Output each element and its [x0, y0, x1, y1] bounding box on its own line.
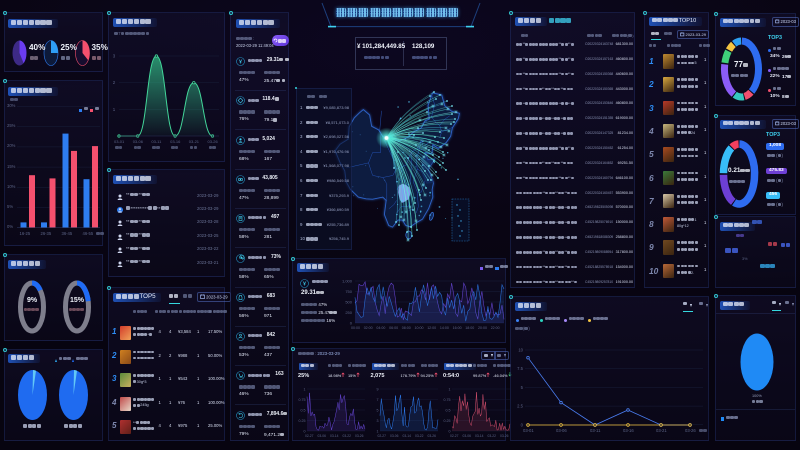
svg-text:0: 0 — [350, 321, 353, 326]
svg-text:9: 9 — [376, 387, 378, 391]
svg-text:0.75: 0.75 — [299, 398, 306, 402]
svg-text:2: 2 — [113, 80, 116, 85]
svg-text:3: 3 — [113, 54, 116, 59]
svg-text:2.5: 2.5 — [517, 404, 523, 409]
svg-text:0.75: 0.75 — [444, 398, 451, 402]
svg-text:0: 0 — [304, 429, 306, 433]
svg-text:1: 1 — [113, 107, 116, 112]
svg-text:5: 5 — [521, 385, 524, 390]
svg-text:5: 5 — [376, 408, 378, 412]
svg-text:3: 3 — [376, 419, 378, 423]
svg-text:10: 10 — [518, 348, 523, 353]
svg-text:0.25: 0.25 — [444, 419, 451, 423]
svg-text:750: 750 — [345, 289, 352, 294]
svg-text:1: 1 — [449, 387, 451, 391]
svg-text:1: 1 — [376, 429, 378, 433]
svg-text:7: 7 — [376, 398, 378, 402]
svg-text:250: 250 — [345, 310, 352, 315]
svg-text:500: 500 — [345, 300, 352, 305]
svg-text:0: 0 — [521, 422, 524, 427]
svg-text:7.5: 7.5 — [517, 366, 523, 371]
svg-text:0: 0 — [449, 429, 451, 433]
svg-text:0.25: 0.25 — [299, 419, 306, 423]
svg-text:0.5: 0.5 — [301, 408, 306, 412]
svg-text:1,000: 1,000 — [342, 279, 353, 284]
svg-text:0.5: 0.5 — [446, 408, 451, 412]
svg-text:1: 1 — [304, 387, 306, 391]
